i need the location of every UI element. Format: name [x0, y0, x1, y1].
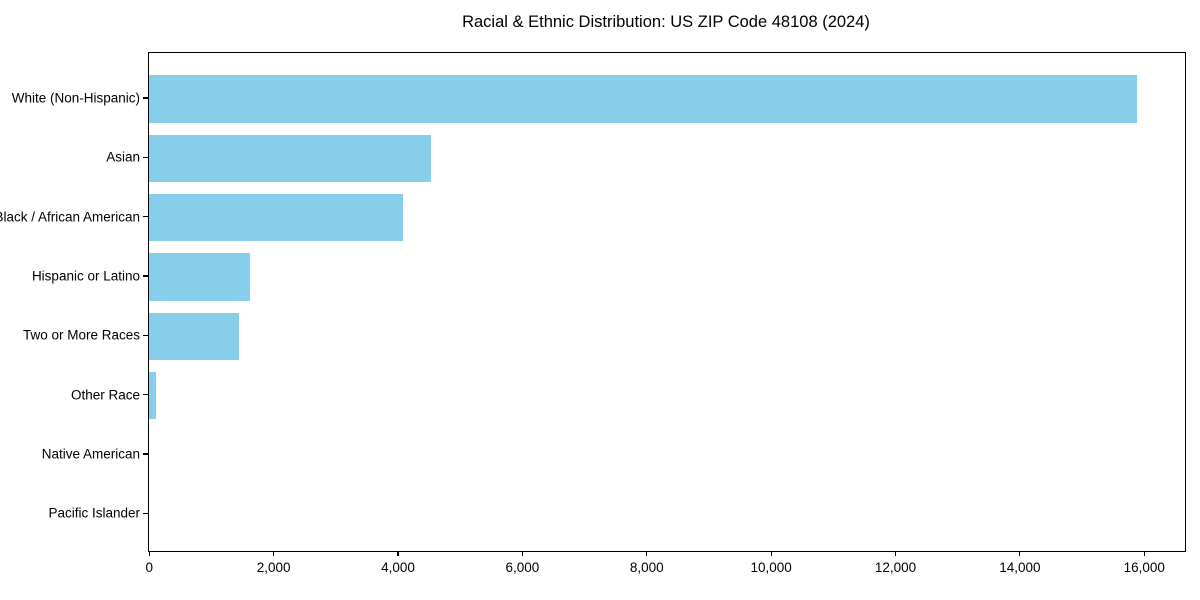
- x-tick-mark: [521, 551, 523, 556]
- y-tick-label: Asian: [106, 149, 140, 165]
- x-tick-label: 4,000: [381, 560, 415, 575]
- y-tick-mark: [143, 453, 148, 455]
- x-tick-mark: [1019, 551, 1021, 556]
- y-tick-label: Black / African American: [0, 209, 140, 225]
- x-tick-label: 6,000: [505, 560, 540, 575]
- x-tick-label: 16,000: [1123, 560, 1165, 575]
- y-tick-mark: [143, 275, 148, 277]
- x-tick-label: 8,000: [629, 560, 664, 575]
- x-tick-label: 0: [145, 560, 154, 575]
- x-tick-mark: [770, 551, 772, 556]
- y-tick-mark: [143, 334, 148, 336]
- x-tick-mark: [397, 551, 399, 556]
- y-tick-mark: [143, 156, 148, 158]
- x-tick-label: 14,000: [999, 560, 1041, 575]
- x-tick-mark: [273, 551, 275, 556]
- x-tick-mark: [148, 551, 150, 556]
- chart-title: Racial & Ethnic Distribution: US ZIP Cod…: [462, 13, 870, 31]
- x-tick-mark: [1143, 551, 1145, 556]
- bar-other-race: [149, 371, 156, 420]
- y-tick-label: Native American: [41, 446, 140, 462]
- y-tick-mark: [143, 216, 148, 218]
- bar-white-non-hispanic: [149, 75, 1138, 123]
- y-tick-label: Hispanic or Latino: [31, 268, 140, 284]
- y-tick-label: Two or More Races: [22, 327, 140, 343]
- y-tick-mark: [143, 394, 148, 396]
- y-tick-label: Other Race: [70, 387, 140, 403]
- plot-area: [148, 52, 1186, 552]
- y-tick-mark: [143, 97, 148, 99]
- x-tick-label: 2,000: [256, 560, 291, 575]
- bar-two-or-more-races: [149, 312, 239, 361]
- x-tick-label: 10,000: [750, 560, 792, 575]
- y-tick-label: Pacific Islander: [48, 505, 140, 521]
- x-tick-label: 12,000: [874, 560, 917, 575]
- bar-asian: [149, 134, 432, 183]
- x-tick-mark: [646, 551, 648, 556]
- bar-hispanic-or-latino: [149, 253, 251, 301]
- x-tick-mark: [894, 551, 897, 556]
- y-tick-label: White (Non-Hispanic): [11, 90, 140, 106]
- y-tick-mark: [143, 512, 148, 514]
- bar-black-african-american: [149, 193, 404, 242]
